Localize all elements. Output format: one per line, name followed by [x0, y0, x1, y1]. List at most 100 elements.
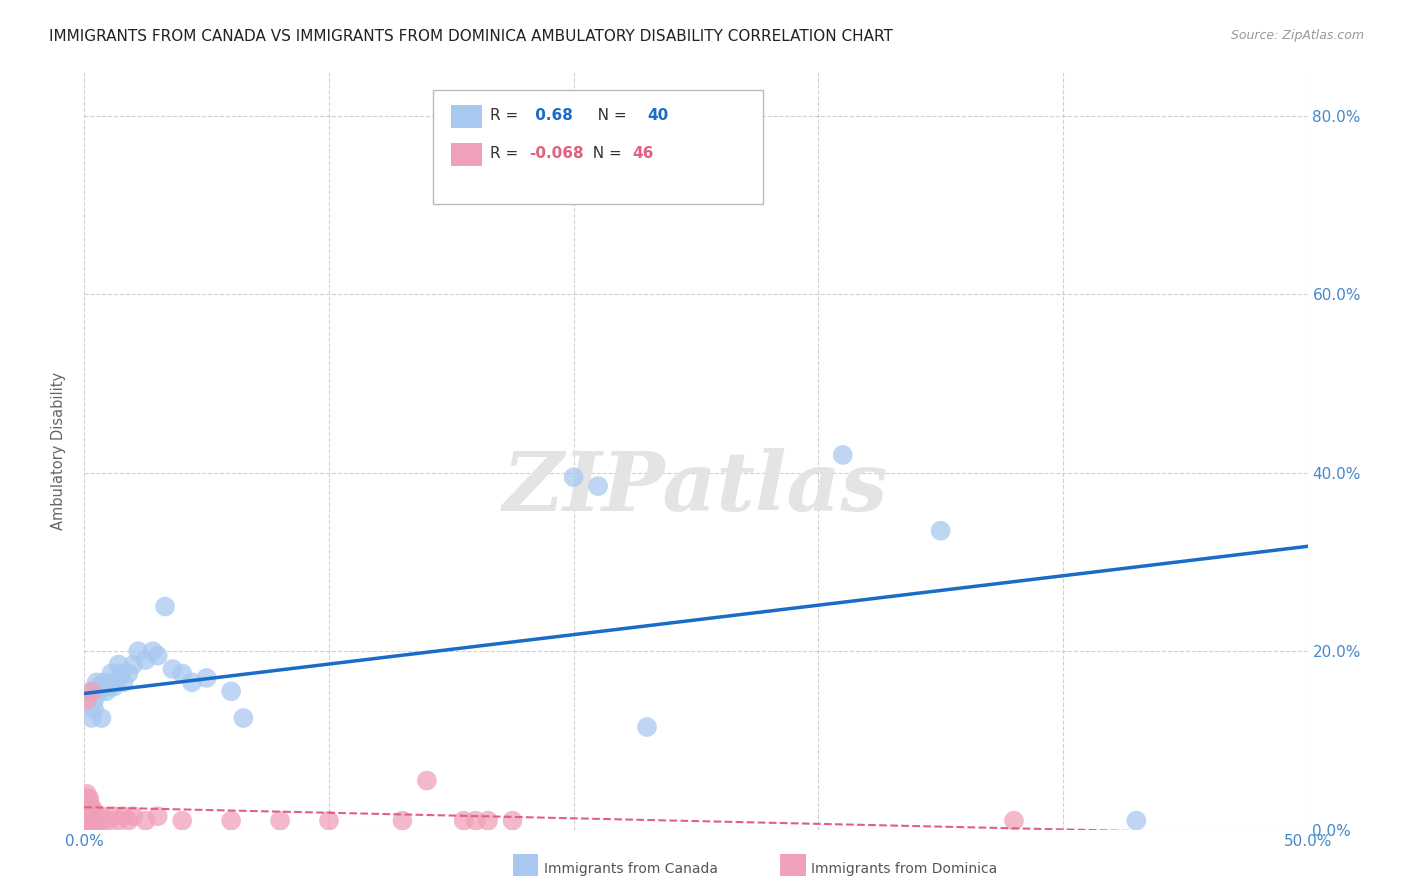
Point [100, 666, 122, 681]
Point [83, 809, 105, 823]
Point [80, 809, 103, 823]
Point [97, 814, 120, 828]
Point [195, 671, 218, 685]
Point [318, 814, 340, 828]
Point [83, 805, 105, 819]
Point [146, 648, 169, 663]
Point [80, 684, 103, 698]
Point [586, 479, 609, 493]
Text: 46: 46 [633, 145, 654, 161]
FancyBboxPatch shape [451, 144, 482, 166]
Point [562, 470, 585, 484]
Point [93, 675, 115, 690]
Point [477, 814, 499, 828]
Point [83, 693, 105, 707]
Point [453, 814, 475, 828]
Point [76, 809, 98, 823]
Point [87, 684, 110, 698]
Text: R =: R = [491, 145, 523, 161]
Text: R =: R = [491, 108, 523, 123]
Point [416, 773, 439, 788]
Point [1002, 814, 1025, 828]
Point [142, 644, 165, 658]
Text: 40: 40 [647, 108, 668, 123]
Point [110, 666, 132, 681]
Point [107, 657, 129, 672]
Point [391, 814, 413, 828]
Point [77, 800, 100, 814]
Point [112, 809, 135, 823]
Point [83, 702, 105, 716]
Point [135, 814, 157, 828]
Point [76, 791, 98, 805]
Point [90, 711, 112, 725]
Point [117, 666, 139, 681]
Point [76, 787, 98, 801]
Point [80, 800, 103, 814]
Point [90, 809, 112, 823]
Point [181, 675, 204, 690]
Point [1125, 814, 1147, 828]
Point [76, 796, 98, 810]
FancyBboxPatch shape [451, 105, 482, 128]
Point [135, 653, 157, 667]
Point [77, 796, 100, 810]
Point [77, 814, 100, 828]
Text: -0.068: -0.068 [530, 145, 585, 161]
Point [103, 809, 125, 823]
Y-axis label: Ambulatory Disability: Ambulatory Disability [51, 371, 66, 530]
Point [87, 814, 110, 828]
Point [172, 666, 194, 681]
Point [112, 675, 135, 690]
Point [103, 680, 125, 694]
Point [219, 814, 242, 828]
Point [86, 675, 108, 690]
Text: Immigrants from Dominica: Immigrants from Dominica [811, 862, 997, 876]
Point [929, 524, 952, 538]
Point [122, 809, 145, 823]
Text: Source: ZipAtlas.com: Source: ZipAtlas.com [1230, 29, 1364, 42]
Point [122, 657, 145, 672]
Point [105, 675, 128, 690]
Text: ZIPatlas: ZIPatlas [503, 449, 889, 528]
Point [76, 805, 98, 819]
Point [76, 693, 98, 707]
Point [80, 711, 103, 725]
Point [86, 809, 108, 823]
Point [96, 684, 118, 698]
Point [117, 814, 139, 828]
Point [93, 814, 115, 828]
Text: IMMIGRANTS FROM CANADA VS IMMIGRANTS FROM DOMINICA AMBULATORY DISABILITY CORRELA: IMMIGRANTS FROM CANADA VS IMMIGRANTS FRO… [49, 29, 893, 44]
Point [146, 809, 169, 823]
Point [83, 814, 105, 828]
Point [502, 814, 524, 828]
Point [219, 684, 242, 698]
Point [97, 680, 120, 694]
Point [80, 814, 103, 828]
Text: N =: N = [583, 145, 627, 161]
Point [172, 814, 194, 828]
Point [127, 644, 149, 658]
Point [77, 805, 100, 819]
Text: N =: N = [583, 108, 631, 123]
Text: Immigrants from Canada: Immigrants from Canada [544, 862, 718, 876]
Point [80, 684, 103, 698]
Point [87, 680, 110, 694]
Text: 0.68: 0.68 [530, 108, 572, 123]
Point [107, 814, 129, 828]
Point [76, 818, 98, 832]
Point [86, 684, 108, 698]
Point [77, 809, 100, 823]
Point [831, 448, 853, 462]
Point [232, 711, 254, 725]
Point [77, 791, 100, 805]
Point [86, 814, 108, 828]
Point [77, 814, 100, 828]
Point [77, 809, 100, 823]
FancyBboxPatch shape [433, 90, 763, 204]
Point [269, 814, 291, 828]
Point [464, 814, 486, 828]
Point [76, 800, 98, 814]
Point [76, 814, 98, 828]
Point [153, 599, 176, 614]
